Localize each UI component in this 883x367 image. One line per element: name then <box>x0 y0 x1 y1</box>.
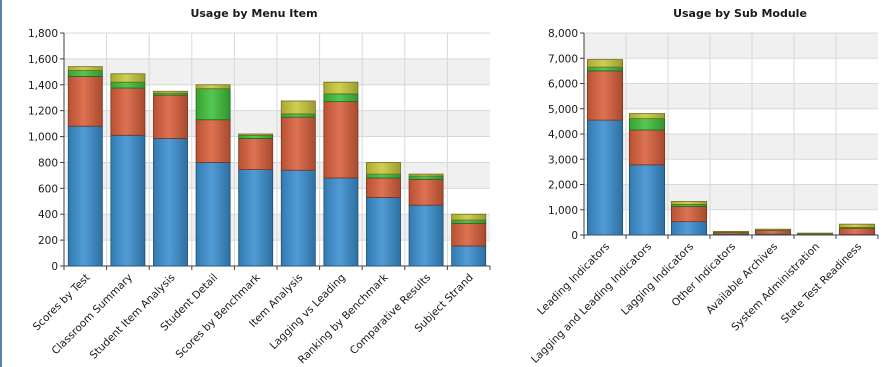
y-tick-label: 6,000 <box>548 79 578 91</box>
bar-segment-green-subject-strand[interactable] <box>451 219 487 224</box>
bar-segment-red-student-detail[interactable] <box>195 119 231 163</box>
x-category-label: Classroom Summary <box>50 272 135 357</box>
x-category-label: Lagging Indicators <box>619 241 696 318</box>
bar-segment-yellow-item-analysis[interactable] <box>280 100 316 115</box>
bar-segment-yellow-subject-strand[interactable] <box>451 213 487 221</box>
bar-segment-yellow-scores-by-benchmark[interactable] <box>238 133 274 136</box>
bar-segment-red-item-analysis[interactable] <box>280 116 316 171</box>
bar-segment-red-lagging-and-leading-indicators[interactable] <box>628 129 666 166</box>
bar-segment-red-comparative-results[interactable] <box>408 178 444 206</box>
x-category-label: Lagging vs Leading <box>268 272 348 352</box>
plot-band <box>584 184 878 210</box>
bar-segment-green-ranking-by-benchmark[interactable] <box>366 173 401 179</box>
bar-segment-green-leading-indicators[interactable] <box>586 66 624 72</box>
x-category-label: State Test Readiness <box>779 241 864 326</box>
chart-usage-by-menu-item: Usage by Menu Item 0 200 400 600 800 1,000 1,20… <box>4 0 494 367</box>
bar-segment-yellow-ranking-by-benchmark[interactable] <box>366 162 401 175</box>
y-tick-label: 1,200 <box>28 106 58 118</box>
y-tick-label: 1,000 <box>28 132 58 144</box>
bar-segment-yellow-lagging-indicators[interactable] <box>670 201 708 205</box>
bar-segment-red-scores-by-test[interactable] <box>67 75 103 127</box>
bar-segment-green-scores-by-test[interactable] <box>67 70 103 77</box>
y-tick-label: 5,000 <box>548 104 578 116</box>
bar-segment-yellow-student-detail[interactable] <box>195 84 231 90</box>
bar-segment-green-item-analysis[interactable] <box>280 113 316 118</box>
bar-segment-green-student-detail[interactable] <box>195 88 231 121</box>
menu-item-chart-svg: Usage by Menu Item 0 200 400 600 800 1,000 1,20… <box>28 7 491 366</box>
bar-segment-red-scores-by-benchmark[interactable] <box>238 138 274 170</box>
plot-band <box>584 33 878 59</box>
chart-title: Usage by Sub Module <box>673 7 807 20</box>
bar-segment-red-subject-strand[interactable] <box>451 222 487 247</box>
bar-segment-yellow-other-indicators[interactable] <box>712 231 750 233</box>
bar-segment-red-leading-indicators[interactable] <box>586 70 624 121</box>
bar-segment-green-lagging-and-leading-indicators[interactable] <box>628 118 666 131</box>
bar-segment-yellow-student-item-analysis[interactable] <box>153 90 188 94</box>
bar-segment-blue-item-analysis[interactable] <box>280 169 316 267</box>
bar-segment-yellow-lagging-vs-leading[interactable] <box>323 81 359 95</box>
y-tick-label: 200 <box>38 235 58 247</box>
bar-segment-blue-lagging-and-leading-indicators[interactable] <box>628 164 666 236</box>
bar-segment-blue-scores-by-test[interactable] <box>67 125 103 267</box>
bar-segment-red-available-archives[interactable] <box>754 230 792 235</box>
chart-usage-by-sub-module: Usage by Sub Module 0 1,000 2,000 3,000 4,000… <box>494 0 883 367</box>
x-category-label: Scores by Benchmark <box>174 271 264 361</box>
y-tick-label: 7,000 <box>548 53 578 65</box>
bar-segment-yellow-leading-indicators[interactable] <box>586 59 624 68</box>
x-category-label: Student Item Analysis <box>88 272 178 362</box>
bar-segment-blue-ranking-by-benchmark[interactable] <box>366 196 401 267</box>
bar-segment-green-lagging-vs-leading[interactable] <box>323 93 359 103</box>
y-tick-label: 0 <box>51 261 58 273</box>
y-tick-label: 8,000 <box>548 28 578 40</box>
bar-segment-blue-lagging-vs-leading[interactable] <box>323 177 359 267</box>
y-tick-label: 3,000 <box>548 154 578 166</box>
bar-segment-green-scores-by-benchmark[interactable] <box>238 134 274 139</box>
plot-band <box>584 134 878 160</box>
plot-band <box>584 83 878 109</box>
bar-segment-red-classroom-summary[interactable] <box>110 87 146 136</box>
y-tick-label: 400 <box>38 209 58 221</box>
y-tick-label: 1,400 <box>28 80 58 92</box>
bar-segment-blue-subject-strand[interactable] <box>451 245 487 267</box>
bar-segment-yellow-scores-by-test[interactable] <box>67 66 103 71</box>
bar-segment-blue-lagging-indicators[interactable] <box>670 221 708 236</box>
bar-segment-blue-leading-indicators[interactable] <box>586 119 624 236</box>
bar-segment-blue-comparative-results[interactable] <box>408 204 444 267</box>
bar-segment-red-student-item-analysis[interactable] <box>153 94 188 139</box>
y-tick-label: 4,000 <box>548 129 578 141</box>
y-tick-label: 1,800 <box>28 28 58 40</box>
bar-segment-yellow-comparative-results[interactable] <box>408 173 444 177</box>
bar-segment-red-state-test-readiness[interactable] <box>838 227 876 235</box>
x-category-label: Available Archives <box>704 241 780 317</box>
chart-title: Usage by Menu Item <box>190 7 317 20</box>
bar-segment-red-lagging-vs-leading[interactable] <box>323 101 359 179</box>
x-category-label: Comparative Results <box>348 272 433 357</box>
y-tick-label: 1,000 <box>548 205 578 217</box>
y-tick-label: 2,000 <box>548 180 578 192</box>
y-tick-label: 600 <box>38 183 58 195</box>
bar-segment-red-ranking-by-benchmark[interactable] <box>366 177 401 198</box>
bar-segment-yellow-lagging-and-leading-indicators[interactable] <box>628 113 666 119</box>
bar-segment-blue-student-detail[interactable] <box>195 162 231 267</box>
bar-segment-yellow-available-archives[interactable] <box>754 228 792 231</box>
bar-segment-blue-classroom-summary[interactable] <box>110 134 146 267</box>
sub-module-chart-svg: Usage by Sub Module 0 1,000 2,000 3,000 4,000… <box>529 7 879 366</box>
bar-segment-blue-student-item-analysis[interactable] <box>153 138 188 267</box>
bar-segment-yellow-system-administration[interactable] <box>796 232 834 235</box>
bar-segment-green-comparative-results[interactable] <box>408 175 444 180</box>
y-tick-label: 1,600 <box>28 54 58 66</box>
bar-segment-yellow-classroom-summary[interactable] <box>110 73 146 83</box>
x-category-label: Leading Indicators <box>535 241 612 318</box>
bar-segment-green-classroom-summary[interactable] <box>110 81 146 89</box>
bar-segment-yellow-state-test-readiness[interactable] <box>838 223 876 228</box>
y-tick-label: 0 <box>571 230 578 242</box>
bar-segment-blue-scores-by-benchmark[interactable] <box>238 169 274 267</box>
bar-segment-red-lagging-indicators[interactable] <box>670 206 708 223</box>
y-tick-label: 800 <box>38 157 58 169</box>
